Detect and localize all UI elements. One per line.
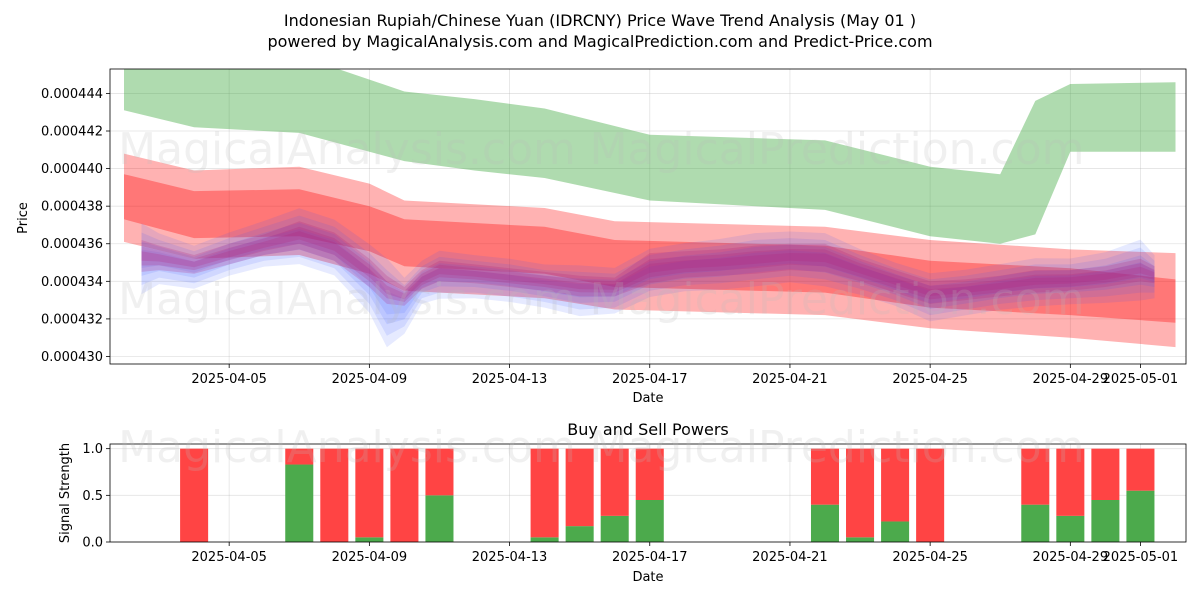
price-x-tick-label: 2025-04-13 — [472, 372, 548, 387]
price-y-tick-label: 0.000442 — [41, 125, 103, 140]
price-x-tick-label: 2025-04-25 — [892, 372, 968, 387]
sell-bar — [355, 448, 384, 538]
series-blue-wave-layer-2 — [141, 215, 1155, 336]
sell-bar — [320, 448, 349, 542]
price-x-tick-label: 2025-04-21 — [752, 372, 828, 387]
series-blue-wave-layer-3 — [141, 222, 1155, 325]
price-y-tick-label: 0.000434 — [41, 275, 103, 290]
sell-bar — [1091, 448, 1120, 500]
sell-bar — [390, 448, 419, 542]
sell-bar — [1056, 448, 1085, 516]
price-x-tick-label: 2025-04-29 — [1033, 372, 1109, 387]
signal-x-tick-label: 2025-04-09 — [332, 550, 408, 565]
buy-bar — [635, 500, 664, 542]
price-y-tick-label: 0.000440 — [41, 162, 103, 177]
price-y-tick-label: 0.000436 — [41, 237, 103, 252]
buy-bar — [1056, 515, 1085, 542]
price-x-tick-label: 2025-04-17 — [612, 372, 688, 387]
signal-x-tick-label: 2025-04-13 — [472, 550, 548, 565]
signal-plot-title: Buy and Sell Powers — [567, 420, 729, 439]
price-y-tick-label: 0.000430 — [41, 350, 103, 365]
signal-x-tick-label: 2025-05-01 — [1103, 550, 1179, 565]
signal-y-tick-label: 0.0 — [82, 536, 103, 551]
sell-bar — [846, 448, 875, 538]
sell-bar — [881, 448, 910, 522]
watermark-analysis-top: MagicalAnalysis.com — [118, 124, 576, 175]
price-series-group — [124, 69, 1176, 348]
signal-y-axis-label: Signal Strength — [58, 443, 73, 543]
signal-plot: 2025-04-05 2025-04-09 2025-04-13 2025-04-17… — [82, 442, 1187, 565]
watermark-prediction-mid: MagicalPrediction.com — [590, 274, 1085, 325]
price-y-tick-label: 0.000438 — [41, 200, 103, 215]
buy-bar — [846, 537, 875, 542]
sell-bar — [810, 448, 840, 505]
series-green-band-upper-trend — [124, 69, 1176, 244]
series-magenta-wave-layer-2 — [141, 226, 1155, 302]
watermark-analysis-mid: MagicalAnalysis.com — [118, 274, 576, 325]
series-red-band-core — [124, 174, 1176, 323]
signal-y-tick-label: 0.5 — [82, 489, 103, 504]
series-blue-wave-layer-1 — [141, 208, 1155, 348]
signal-frame — [109, 443, 1187, 543]
sell-bar — [565, 448, 594, 527]
signal-x-tick-label: 2025-04-25 — [892, 550, 968, 565]
sell-bar — [1021, 448, 1050, 505]
watermark-analysis-bottom: MagicalAnalysis.com — [118, 422, 576, 473]
buy-bar — [810, 504, 840, 542]
series-blue-wave-layer-4 — [141, 229, 1155, 315]
watermarks: MagicalAnalysis.com MagicalPrediction.co… — [118, 124, 1084, 473]
sell-bar — [180, 448, 209, 542]
watermark-prediction-bottom: MagicalPrediction.com — [590, 422, 1085, 473]
chart-subtitle: powered by MagicalAnalysis.com and Magic… — [267, 32, 932, 51]
buy-bar — [530, 537, 559, 542]
buy-bar — [1091, 500, 1120, 542]
buy-bar — [355, 537, 384, 542]
buy-bar — [565, 526, 594, 542]
buy-bar — [600, 515, 629, 542]
signal-x-tick-label: 2025-04-05 — [191, 550, 267, 565]
price-x-axis-label: Date — [632, 391, 663, 406]
price-x-tick-label: 2025-04-05 — [191, 372, 267, 387]
series-magenta-wave-layer-3 — [141, 231, 1155, 300]
price-plot: 2025-04-05 2025-04-09 2025-04-13 2025-04-17… — [41, 68, 1187, 387]
buy-bar — [285, 464, 314, 542]
series-red-band-wide — [124, 153, 1176, 348]
price-x-tick-label: 2025-04-09 — [332, 372, 408, 387]
sell-bar — [916, 448, 945, 542]
signal-x-axis-label: Date — [632, 570, 663, 585]
signal-y-tick-label: 1.0 — [82, 442, 103, 457]
price-y-tick-label: 0.000432 — [41, 312, 103, 327]
sell-bar — [425, 448, 454, 496]
signal-x-tick-label: 2025-04-29 — [1033, 550, 1109, 565]
sell-bar — [1126, 448, 1155, 491]
buy-bar — [1126, 490, 1155, 542]
sell-bar — [285, 448, 314, 465]
series-magenta-wave-layer-1 — [141, 221, 1155, 306]
signal-x-tick-label: 2025-04-17 — [612, 550, 688, 565]
price-frame — [109, 68, 1187, 365]
chart-title: Indonesian Rupiah/Chinese Yuan (IDRCNY) … — [284, 11, 916, 30]
sell-bar — [530, 448, 559, 538]
sell-bar — [635, 448, 664, 500]
watermark-prediction-top: MagicalPrediction.com — [590, 124, 1085, 175]
sell-bar — [600, 448, 629, 516]
price-x-tick-label: 2025-05-01 — [1103, 372, 1179, 387]
price-y-tick-label: 0.000444 — [41, 87, 103, 102]
signal-x-tick-label: 2025-04-21 — [752, 550, 828, 565]
buy-bar — [425, 495, 454, 542]
buy-bar — [1021, 504, 1050, 542]
price-y-axis-label: Price — [16, 202, 31, 234]
buy-bar — [881, 521, 910, 542]
